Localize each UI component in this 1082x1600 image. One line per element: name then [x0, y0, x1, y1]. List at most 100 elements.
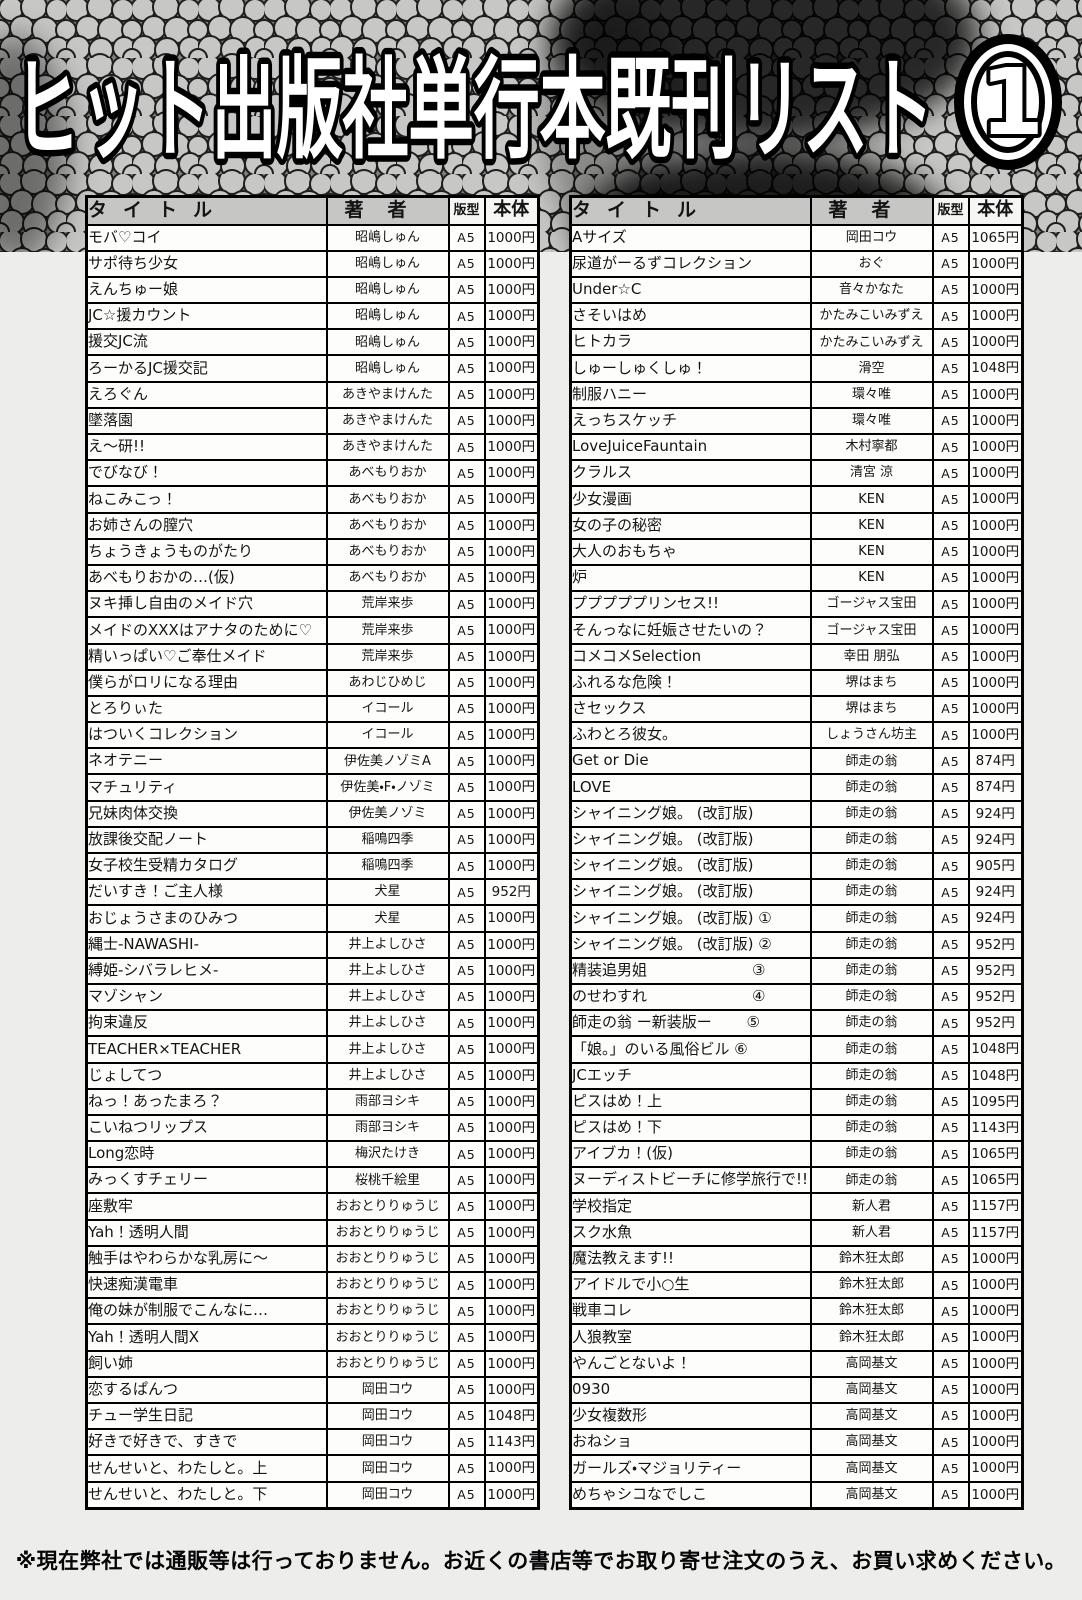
book-title-cell: みっくすチェリー [85, 1166, 328, 1195]
book-price-cell: 1000円 [483, 956, 540, 985]
book-author-cell: 師走の翁 [809, 956, 934, 985]
book-price-cell: 1000円 [967, 432, 1024, 462]
book-title-cell: シャイニング娘。 (改訂版) [569, 825, 812, 855]
book-row: ガールズ・マジョリティー 高岡基文 A5 1000円 [569, 1454, 1024, 1483]
book-title-cell: ねっ！あったまろ？ [85, 1087, 328, 1116]
book-row: Under☆C 音々かなた A5 1000円 [569, 275, 1024, 305]
book-title-cell: そんっなに妊娠させたいの？ [569, 616, 812, 645]
book-row: アイブカ！(仮) 師走の翁 A5 1065円 [569, 1140, 1024, 1169]
book-row: モバ♡コイ 昭嶋しゅん A5 1000円 [85, 223, 540, 252]
book-price-cell: 1000円 [967, 275, 1024, 305]
book-row: 少女漫画 KEN A5 1000円 [569, 485, 1024, 514]
book-price-cell: 1000円 [483, 485, 540, 514]
book-format-cell: A5 [931, 328, 970, 357]
book-row: Yah！透明人間 おおとりりゅうじ A5 1000円 [85, 1218, 540, 1247]
book-title-cell: 好きで好きで、すきで [85, 1428, 328, 1457]
book-price-cell: 1000円 [967, 1349, 1024, 1378]
book-price-cell: 1000円 [483, 904, 540, 933]
col-header-format: 版型 [931, 195, 970, 226]
book-author-cell: 梅沢たけき [325, 1140, 450, 1169]
book-price-cell: 1048円 [967, 354, 1024, 383]
book-format-cell: A5 [447, 1218, 486, 1247]
book-format-cell: A5 [447, 1323, 486, 1352]
book-title-cell: おじょうさまのひみつ [85, 904, 328, 933]
book-format-cell: A5 [447, 1454, 486, 1483]
left-table-body: モバ♡コイ 昭嶋しゅん A5 1000円 サポ待ち少女 昭嶋しゅん A5 100… [85, 223, 540, 1510]
book-title-cell: 魔法教えます!! [569, 1244, 812, 1274]
book-format-cell: A5 [931, 747, 970, 776]
book-author-cell: ゴージャス宝田 [809, 616, 934, 645]
book-price-cell: 1000円 [483, 354, 540, 383]
book-author-cell: 伊佐美ノゾミA [325, 747, 450, 776]
book-author-cell: 桜桃千絵里 [325, 1166, 450, 1195]
circled-number-one: 1 [954, 34, 1062, 170]
book-author-cell: 師走の翁 [809, 851, 934, 881]
col-header-author: 著者 [325, 195, 450, 226]
book-title-cell: しゅーしゅくしゅ！ [569, 354, 812, 383]
book-price-cell: 1000円 [967, 668, 1024, 697]
book-price-cell: 1065円 [967, 223, 1024, 252]
book-price-cell: 874円 [967, 773, 1024, 802]
book-title-cell: シャイニング娘。 (改訂版) ② [569, 930, 812, 959]
book-title-cell: おねショ [569, 1428, 812, 1457]
book-format-cell: A5 [931, 1113, 970, 1143]
header-mosaic-band: ヒット出版社単行本既刊リスト 1 [0, 0, 1082, 317]
book-row: はついくコレクション イコール A5 1000円 [85, 721, 540, 750]
book-title-cell: LoveJuiceFauntain [569, 432, 812, 462]
book-author-cell: イコール [325, 694, 450, 724]
book-author-cell: 師走の翁 [809, 878, 934, 907]
book-author-cell: あわじひめじ [325, 668, 450, 697]
book-format-cell: A5 [931, 511, 970, 540]
book-title-cell: 俺の妹が制服でこんなに… [85, 1297, 328, 1326]
book-format-cell: A5 [931, 616, 970, 645]
book-format-cell: A5 [447, 721, 486, 750]
mosaic-dark-patch [540, 0, 680, 240]
book-author-cell: 稲鳴四季 [325, 851, 450, 881]
book-price-cell: 1000円 [483, 851, 540, 881]
book-author-cell: 高岡基文 [809, 1401, 934, 1431]
book-title-cell: シャイニング娘。 (改訂版) [569, 878, 812, 907]
book-format-cell: A5 [447, 1401, 486, 1431]
book-title-cell: Yah！透明人間 [85, 1218, 328, 1247]
left-book-table: タイトル 著者 版型 本体 モバ♡コイ 昭嶋しゅん A5 1000円 サポ待ち少… [85, 195, 540, 1510]
book-price-cell: 1065円 [967, 1140, 1024, 1169]
col-header-price: 本体 [967, 195, 1024, 226]
book-format-cell: A5 [447, 1480, 486, 1510]
book-format-cell: A5 [447, 354, 486, 383]
book-title-cell: ねこみこっ！ [85, 485, 328, 514]
book-title-cell: でびなび！ [85, 459, 328, 488]
book-price-cell: 1000円 [483, 1480, 540, 1510]
svg-text:1: 1 [980, 49, 1044, 156]
book-author-cell: 音々かなた [809, 275, 934, 305]
book-price-cell: 1000円 [483, 930, 540, 959]
book-format-cell: A5 [447, 1087, 486, 1116]
book-format-cell: A5 [931, 1009, 970, 1038]
book-row: メイドのXXXはアナタのために♡ 荒岸来歩 A5 1000円 [85, 616, 540, 645]
book-price-cell: 1000円 [483, 1349, 540, 1378]
book-title-cell: ヒトカラ [569, 328, 812, 357]
col-header-author: 著者 [809, 195, 934, 226]
book-format-cell: A5 [447, 982, 486, 1012]
book-title-cell: スク水魚 [569, 1218, 812, 1247]
book-title-cell: ヌキ挿し自由のメイド穴 [85, 590, 328, 619]
book-title-cell: シャイニング娘。 (改訂版) [569, 851, 812, 881]
book-author-cell: 新人君 [809, 1218, 934, 1247]
book-format-cell: A5 [447, 1297, 486, 1326]
book-title-cell: ちょうきょうものがたり [85, 537, 328, 566]
book-author-cell: 雨部ヨシキ [325, 1087, 450, 1116]
right-table-header-row: タイトル 著者 版型 本体 [569, 195, 1024, 226]
book-format-cell: A5 [931, 1349, 970, 1378]
book-row: LoveJuiceFauntain 木村寧都 A5 1000円 [569, 432, 1024, 462]
book-author-cell: 雨部ヨシキ [325, 1113, 450, 1143]
book-title-cell: シャイニング娘。 (改訂版) ① [569, 904, 812, 933]
book-price-cell: 1000円 [483, 1113, 540, 1143]
book-row: 人狼教室 鈴木狂太郎 A5 1000円 [569, 1323, 1024, 1352]
footer-note: ※現在弊社では通販等は行っておりません。お近くの書店等でお取り寄せ注文のうえ、お… [15, 1549, 1067, 1573]
book-author-cell: 伊佐美ノゾミ [325, 799, 450, 828]
book-title-cell: プププププリンセス!! [569, 590, 812, 619]
book-price-cell: 905円 [967, 851, 1024, 881]
book-title-cell: えろぐん [85, 380, 328, 409]
book-author-cell: 井上よしひさ [325, 1009, 450, 1038]
col-header-title: タイトル [569, 195, 812, 226]
book-row: 制服ハニー 環々唯 A5 1000円 [569, 380, 1024, 409]
